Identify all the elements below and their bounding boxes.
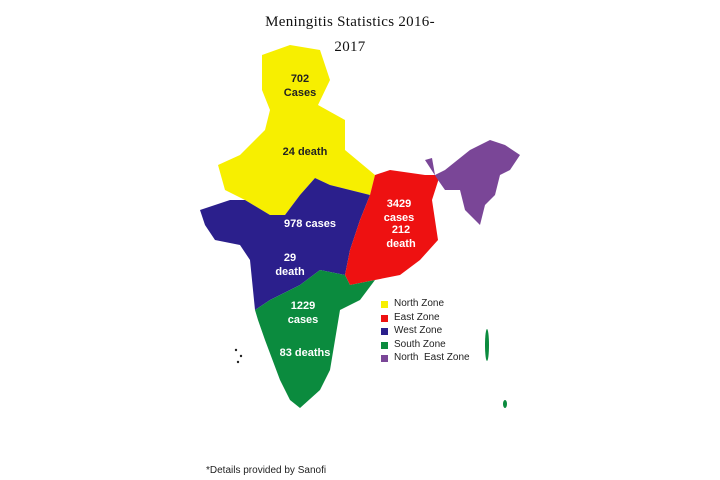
zone-label: 24 death	[282, 146, 328, 158]
legend-label: North East Zone	[394, 352, 470, 363]
zone-label: 1229 cases	[287, 300, 319, 326]
north-east-zone-region	[425, 140, 520, 225]
title: Meningitis Statistics 2016-2017	[265, 14, 435, 55]
island	[236, 360, 240, 364]
legend-label: West Zone	[394, 325, 443, 336]
east-zone-region	[345, 170, 440, 285]
island	[503, 400, 507, 408]
island	[485, 329, 489, 361]
footnote: *Details provided by Sanofi	[206, 465, 327, 476]
zone-label: 702 Cases	[283, 73, 317, 99]
zone-label: 978 cases	[284, 218, 336, 230]
legend-swatch	[381, 314, 388, 322]
legend-swatch	[381, 328, 388, 335]
legend-swatch	[381, 355, 388, 362]
island	[234, 348, 238, 352]
legend-label: East Zone	[394, 311, 440, 323]
zone-label: 212 death	[386, 224, 416, 250]
south-zone-region	[255, 270, 375, 408]
zone-label: 83 deaths	[279, 347, 331, 359]
west-zone-region	[200, 178, 370, 310]
zone-label: 29 death	[275, 252, 305, 278]
zone-label: 3429 cases	[383, 198, 415, 224]
legend-label: North Zone	[394, 298, 445, 309]
legend-swatch	[381, 301, 388, 308]
legend-swatch	[381, 341, 388, 349]
island	[239, 354, 243, 358]
legend-label: South Zone	[394, 338, 446, 350]
north-zone-region	[218, 45, 375, 215]
